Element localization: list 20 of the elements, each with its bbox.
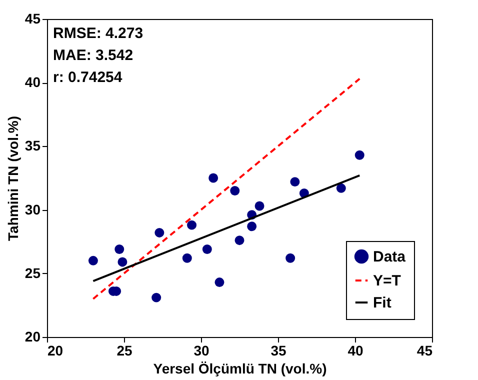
x-axis-title: Yersel Ölçümlü TN (vol.%) — [153, 360, 327, 376]
x-tick-label: 40 — [348, 342, 364, 358]
annotation: r: 0.74254 — [53, 69, 123, 86]
x-tick-label: 45 — [416, 342, 433, 358]
x-tick-label: 35 — [270, 342, 286, 358]
y-tick-label: 40 — [24, 74, 41, 90]
annotation: MAE: 3.542 — [53, 47, 134, 64]
y-tick-label: 20 — [24, 328, 41, 344]
annotation: RMSE: 4.273 — [53, 25, 144, 42]
y-tick-label: 45 — [24, 10, 41, 26]
x-tick-label: 20 — [48, 342, 64, 358]
y-axis-title: Tahmini TN (vol.%) — [4, 116, 21, 241]
legend-label: Fit — [373, 294, 392, 312]
legend-label: Y=T — [373, 272, 401, 290]
x-tick-label: 30 — [194, 342, 210, 358]
y-tick-label: 30 — [24, 201, 41, 218]
y-tick-label: 25 — [24, 264, 41, 281]
x-tick-label: 25 — [116, 342, 132, 358]
y-tick-label: 35 — [24, 138, 41, 154]
legend-label: Data — [373, 248, 406, 266]
